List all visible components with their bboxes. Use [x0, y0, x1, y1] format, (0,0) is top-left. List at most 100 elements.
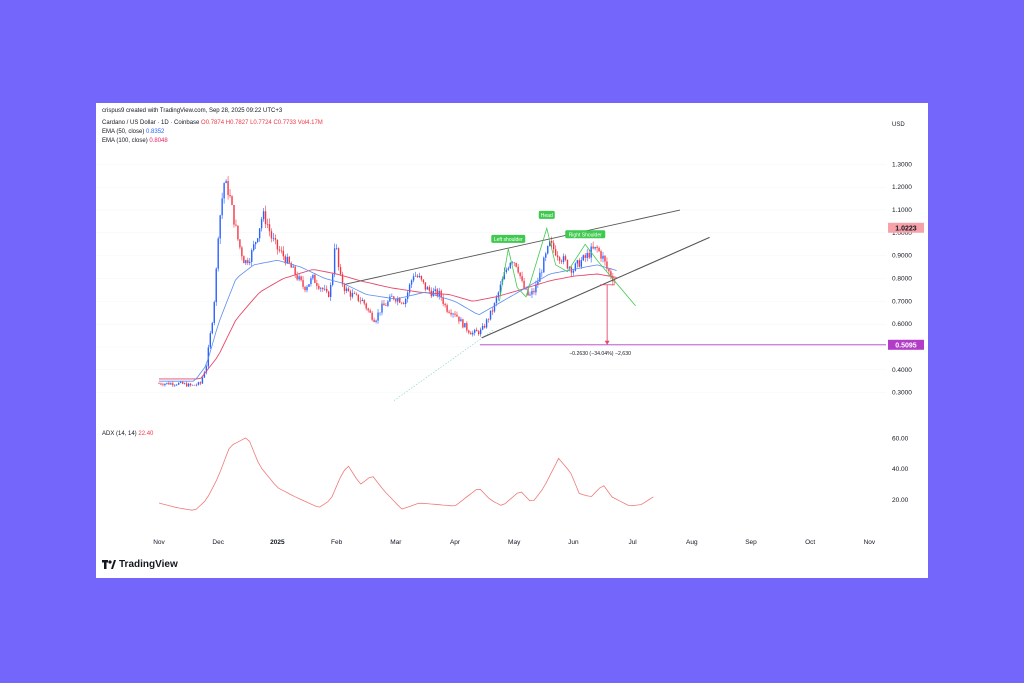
candle-body: [187, 383, 190, 387]
price-tick-label: 0.9000: [892, 253, 912, 260]
candle-body: [556, 255, 559, 258]
candle-body: [282, 250, 285, 257]
candle-body: [191, 384, 194, 386]
candle-body: [296, 274, 298, 280]
head-label: Head: [541, 213, 553, 219]
candle-body: [359, 300, 361, 302]
candle-body: [239, 239, 241, 248]
support-ray: [393, 329, 494, 401]
candle-body: [310, 278, 312, 285]
candle-body: [162, 384, 164, 386]
candle-body: [410, 280, 413, 285]
candle-body: [533, 290, 535, 293]
candle-body: [495, 297, 498, 304]
candle-body: [180, 381, 182, 383]
ema50-legend[interactable]: EMA (50, close) 0.8352: [102, 129, 164, 135]
candle-body: [509, 262, 511, 269]
candle-body: [322, 287, 324, 290]
candle-body: [604, 255, 606, 262]
candle-body: [347, 288, 350, 292]
symbol-row: Cardano / US Dollar · 1D · Coinbase O0.7…: [102, 120, 323, 126]
upper-trendline: [345, 209, 681, 285]
candle-body: [237, 225, 239, 240]
candle-body: [284, 256, 286, 264]
candle-body: [474, 329, 476, 333]
candle-body: [241, 247, 243, 257]
candle-body: [541, 272, 543, 274]
price-chart[interactable]: 1.3000 1.2000 1.1000 1.0000 0.9000 0.8000 0.70…: [96, 103, 928, 578]
candle-body: [497, 292, 500, 298]
candle-body: [397, 298, 399, 302]
candle-body: [256, 238, 259, 243]
candle-body: [166, 382, 168, 384]
candle-body: [450, 312, 452, 315]
adx-legend[interactable]: ADX (14, 14) 22.40: [102, 431, 153, 437]
candle-body: [527, 288, 529, 296]
candle-body: [203, 372, 206, 378]
candle-body: [193, 384, 196, 386]
candle-body: [401, 302, 403, 304]
candle-body: [233, 205, 235, 225]
candle-body: [529, 294, 531, 296]
candle-body: [385, 305, 387, 306]
candle-body: [404, 298, 407, 305]
measure-label: −0.2630 (−34.04%) −2,630: [569, 351, 631, 357]
candle-body: [306, 286, 308, 291]
candle-body: [481, 325, 484, 330]
candle-body: [339, 267, 342, 275]
ohlc-values: O0.7874 H0.7827 L0.7724 C0.7733 Vol4.17M: [201, 120, 323, 126]
candle-body: [446, 305, 448, 312]
candle-body: [272, 238, 275, 239]
candle-body: [373, 319, 375, 322]
candle-body: [371, 312, 373, 320]
candle-body: [231, 196, 233, 206]
candle-body: [298, 276, 300, 280]
candle-body: [199, 382, 202, 384]
candle-body: [511, 262, 513, 264]
tradingview-logo[interactable]: TradingView: [102, 559, 178, 570]
candle-body: [328, 291, 330, 297]
lower-trendline: [481, 236, 710, 339]
candle-body: [312, 274, 314, 279]
candle-body: [539, 272, 541, 282]
candle-body: [487, 319, 490, 321]
ema100-legend[interactable]: EMA (100, close) 0.8048: [102, 138, 168, 144]
time-tick-label: Dec: [212, 539, 224, 546]
candle-body: [470, 332, 472, 335]
candle-body: [221, 198, 223, 216]
candle-body: [406, 292, 409, 299]
candle-body: [223, 183, 225, 199]
candle-body: [387, 301, 389, 306]
candle-body: [515, 262, 517, 267]
candle-body: [168, 382, 170, 385]
candle-body: [552, 242, 555, 250]
candle-body: [329, 285, 332, 297]
candle-body: [268, 224, 271, 232]
ema50-label: EMA (50, close): [102, 129, 145, 135]
candle-body: [608, 268, 610, 272]
candle-body: [276, 239, 279, 250]
candle-body: [333, 248, 336, 275]
candle-body: [444, 303, 446, 306]
candle-body: [464, 323, 466, 328]
candle-body: [566, 259, 569, 269]
candle-body: [550, 241, 553, 243]
candle-body: [270, 231, 273, 239]
adx-value: 22.40: [138, 431, 154, 437]
time-tick-label: Oct: [805, 539, 815, 546]
candle-body: [217, 238, 219, 269]
candle-body: [493, 303, 496, 312]
adx-tick-label: 60.00: [892, 435, 909, 442]
price-tick-label: 0.7000: [892, 298, 912, 305]
candle-body: [245, 260, 247, 264]
candle-body: [547, 245, 549, 254]
candle-body: [521, 276, 523, 281]
adx-line: [158, 437, 654, 511]
candle-body: [363, 299, 365, 304]
ema100-line: [159, 269, 617, 380]
candle-body: [353, 293, 356, 294]
candle-body: [253, 244, 255, 251]
time-tick-label: Mar: [390, 539, 402, 546]
candle-body: [489, 310, 492, 320]
price-tick-label: 0.3000: [892, 390, 912, 397]
